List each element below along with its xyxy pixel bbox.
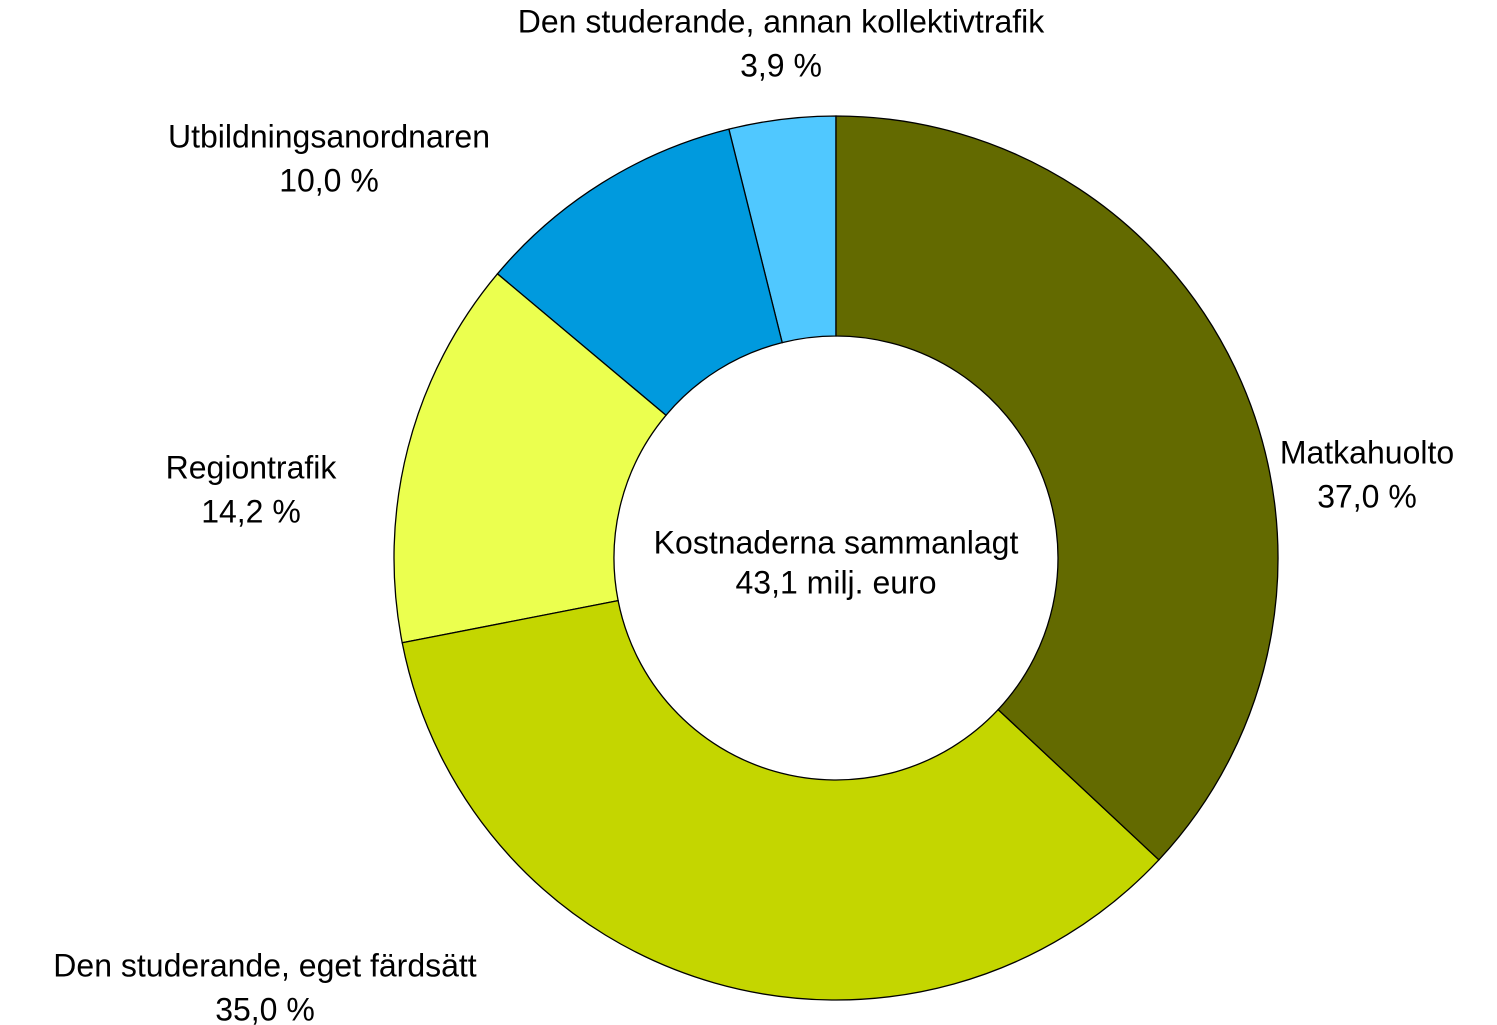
slice-value-label: 10,0 % [279,162,379,198]
donut-slice [496,128,783,417]
slice-value-label: 3,9 % [740,47,822,83]
slice-label: Regiontrafik [166,449,338,485]
slice-label: Utbildningsanordnaren [168,118,490,154]
donut-slice [393,272,667,644]
center-label: 43,1 milj. euro [736,564,937,600]
donut-slice [835,115,1279,861]
slice-label: Den studerande, eget färdsätt [53,947,477,983]
slice-label: Den studerande, annan kollektivtrafik [518,3,1046,39]
center-label: Kostnaderna sammanlagt [654,524,1019,560]
donut-slice [401,599,1160,1001]
slice-label: Matkahuolto [1280,434,1454,470]
slice-value-label: 37,0 % [1317,478,1417,514]
slice-value-label: 35,0 % [215,991,315,1025]
slice-value-label: 14,2 % [201,493,301,529]
